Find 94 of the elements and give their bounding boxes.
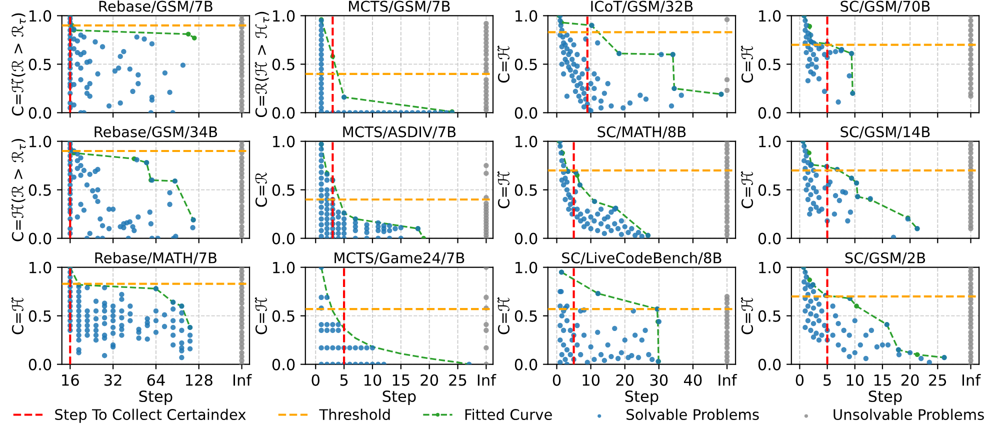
x-tick-label: 20	[901, 374, 919, 386]
x-axis-title: Step	[625, 390, 658, 406]
y-tick-label: 0.0	[758, 232, 781, 244]
y-tick-label: 0.5	[28, 58, 51, 70]
chart-title: SC/LiveCodeBench/8B	[562, 252, 722, 264]
y-tick-label: 0.5	[272, 184, 294, 196]
y-axis-title: C=ℋ̃	[497, 171, 510, 208]
x-tick-label: 40	[684, 374, 702, 386]
y-axis-title: C=ℋ̃	[740, 171, 754, 208]
y-tick-label: 0.5	[514, 310, 537, 322]
y-tick-label: 0.5	[758, 184, 780, 196]
y-tick-label: 1.0	[273, 262, 295, 274]
y-tick-label: 0.0	[272, 107, 295, 119]
y-tick-label: 0.5	[28, 310, 51, 322]
chart-title: MCTS/GSM/7B	[349, 0, 450, 13]
y-tick-label: 0.0	[28, 107, 52, 119]
y-tick-label: 0.5	[758, 58, 780, 70]
x-tick-label: 10	[582, 374, 600, 386]
chart-title: MCTS/Game24/7B	[334, 252, 464, 264]
x-tick-label: 5	[340, 374, 348, 386]
y-axis-title: C=ℛ(ℋ̃ > ℋ$_{τ}$)	[254, 12, 270, 118]
y-tick-label: 0.0	[272, 232, 295, 244]
y-tick-label: 0.0	[514, 107, 538, 119]
y-tick-label: 1.0	[759, 10, 781, 22]
y-tick-label: 0.0	[272, 358, 295, 370]
y-tick-label: 0.0	[28, 232, 52, 244]
x-tick-label: 128	[186, 374, 212, 386]
chart-title: MCTS/ASDIV/7B	[343, 126, 456, 138]
y-tick-label: 0.5	[758, 310, 780, 322]
x-tick-label: 0	[312, 374, 320, 386]
y-tick-label: 0.5	[28, 184, 51, 196]
y-tick-label: 0.5	[272, 310, 294, 322]
x-tick-label: 64	[147, 374, 165, 386]
legend-label: Step To Collect Certaindex	[55, 408, 246, 423]
x-tick-label: 25	[929, 374, 946, 386]
y-axis-title: C=ℋ̃	[254, 297, 268, 334]
legend-label: Threshold	[319, 408, 390, 420]
x-tick-label: Inf	[478, 374, 496, 386]
y-axis-title: C=ℋ̃	[497, 46, 510, 83]
chart-title: Rebase/GSM/34B	[94, 126, 218, 138]
x-axis-title: Step	[139, 390, 172, 406]
y-tick-label: 1.0	[516, 136, 538, 148]
y-tick-label: 1.0	[30, 136, 52, 148]
y-axis-title: C=ℋ̃(ℛ > ℛ$_{τ}$)	[11, 13, 26, 116]
legend-label: Unsolvable Problems	[834, 408, 984, 420]
x-tick-label: Inf	[718, 374, 738, 386]
y-axis-title: C=ℋ̃	[740, 46, 754, 83]
x-tick-label: 20	[616, 374, 634, 386]
y-tick-label: 0.0	[28, 358, 52, 370]
chart-title: Rebase/MATH/7B	[95, 252, 216, 264]
legend-label: Solvable Problems	[626, 408, 759, 420]
x-tick-label: 25	[449, 374, 466, 386]
y-axis-title: C=ℋ̃(ℛ > ℛ$_{τ}$)	[11, 138, 26, 242]
y-tick-label: 1.0	[759, 262, 781, 274]
x-tick-label: 20	[420, 374, 438, 386]
y-tick-label: 0.0	[758, 358, 781, 370]
y-axis-title: C=ℋ̃	[740, 297, 754, 334]
x-tick-label: 0	[552, 374, 561, 386]
y-tick-label: 0.0	[514, 358, 538, 370]
y-tick-label: 1.0	[759, 136, 781, 148]
chart-title: Rebase/GSM/7B	[99, 0, 212, 13]
x-tick-label: 30	[650, 374, 668, 386]
x-tick-label: 10	[364, 374, 382, 386]
x-tick-label: 16	[62, 374, 79, 386]
y-tick-label: 0.5	[272, 58, 294, 70]
y-tick-label: 0.0	[514, 232, 538, 244]
y-axis-title: C=ℛ	[254, 172, 268, 207]
y-tick-label: 0.0	[758, 107, 781, 119]
legend-label: Fitted Curve	[465, 408, 552, 420]
x-axis-title: Step	[868, 390, 902, 406]
y-tick-label: 1.0	[273, 136, 295, 148]
x-tick-label: 10	[846, 374, 864, 386]
y-tick-label: 0.5	[514, 184, 537, 196]
y-axis-title: C=ℋ̃	[497, 297, 510, 334]
x-tick-label: 15	[874, 374, 891, 386]
x-tick-label: 0	[796, 374, 804, 386]
chart-title: SC/GSM/70B	[840, 0, 930, 13]
x-tick-label: Inf	[233, 374, 252, 386]
x-tick-label: 32	[104, 374, 122, 386]
chart-title: SC/GSM/14B	[840, 126, 930, 138]
chart-title: SC/GSM/2B	[845, 252, 926, 264]
x-tick-label: 5	[824, 374, 831, 386]
chart-title: ICoT/GSM/32B	[591, 0, 693, 13]
y-tick-label: 1.0	[516, 10, 538, 22]
y-tick-label: 1.0	[30, 10, 52, 22]
y-tick-label: 1.0	[516, 262, 538, 274]
x-axis-title: Step	[382, 390, 416, 406]
y-tick-label: 0.5	[514, 58, 537, 70]
y-tick-label: 1.0	[273, 10, 295, 22]
y-tick-label: 1.0	[30, 262, 52, 274]
x-tick-label: Inf	[962, 374, 981, 386]
chart-title: SC/MATH/8B	[598, 126, 686, 138]
x-tick-label: 15	[392, 374, 410, 386]
y-axis-title: C=ℋ̃	[11, 297, 24, 334]
